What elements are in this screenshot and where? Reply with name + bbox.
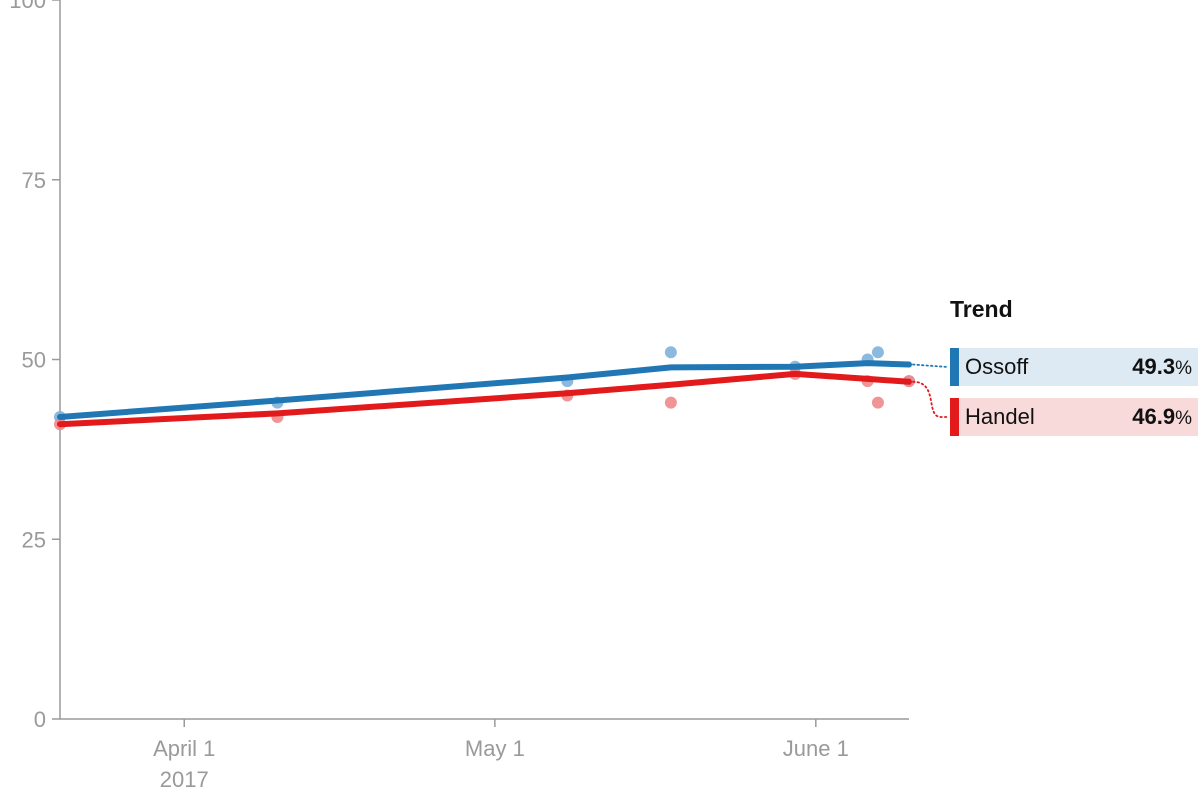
legend-name: Handel [965,404,1035,429]
legend: Trend Ossoff 49.3% Handel 46.9% [950,296,1198,448]
legend-value-number: 46.9 [1132,404,1176,429]
x-tick-label: May 1 [465,736,525,761]
legend-value-unit: % [1175,408,1192,429]
y-tick-label: 25 [22,527,46,552]
y-tick-label: 100 [9,0,46,13]
y-tick-label: 50 [22,348,46,373]
handel-poll-point [871,396,884,409]
legend-swatch-handel [950,398,959,436]
ossoff-legend-connector [912,363,949,368]
x-axis: April 1 2017 May 1 June 1 [60,718,909,792]
legend-connectors [912,363,949,418]
y-tick-label: 75 [22,168,46,193]
handel-poll-point [664,396,677,409]
handel-legend-connector [912,380,949,418]
trend-lines [57,360,912,428]
legend-swatch-ossoff [950,348,959,386]
legend-title: Trend [950,296,1013,322]
legend-value-unit: % [1175,358,1192,379]
legend-value: 46.9% [1132,404,1192,430]
handel-trend-line [57,370,912,428]
y-axis: 0 25 50 75 100 [9,0,61,732]
x-tick-label: April 1 [153,736,215,761]
legend-value: 49.3% [1132,354,1192,380]
x-tick-sublabel: 2017 [160,767,209,792]
ossoff-trend-line [57,360,912,420]
ossoff-poll-point [871,346,884,359]
legend-item-ossoff: Ossoff 49.3% [950,348,1198,386]
legend-name: Ossoff [965,354,1029,379]
x-tick-label: June 1 [783,736,849,761]
legend-value-number: 49.3 [1132,354,1176,379]
y-tick-label: 0 [34,707,46,732]
legend-item-handel: Handel 46.9% [950,398,1198,436]
ossoff-poll-point [664,346,677,359]
